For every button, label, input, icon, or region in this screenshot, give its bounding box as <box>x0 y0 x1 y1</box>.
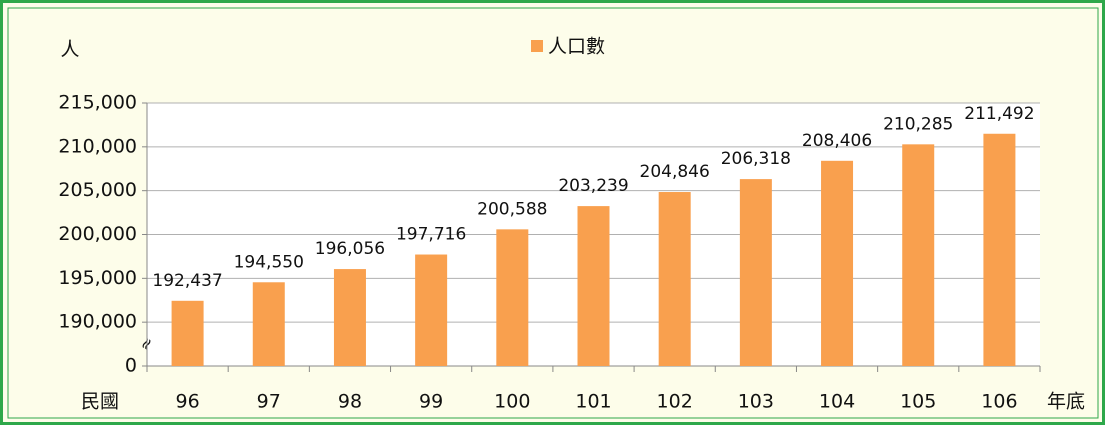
bar <box>902 144 935 366</box>
bar <box>496 229 529 366</box>
y-tick-label: 0 <box>125 355 137 377</box>
x-tick-label: 99 <box>419 391 443 413</box>
x-tick-label: 102 <box>657 391 693 413</box>
y-tick-label: 200,000 <box>58 223 137 245</box>
value-label: 197,716 <box>396 225 466 245</box>
x-tick-label: 103 <box>738 391 774 413</box>
y-tick-label: 205,000 <box>58 179 137 201</box>
value-label: 211,492 <box>964 104 1034 124</box>
value-label: 192,437 <box>152 271 222 291</box>
y-tick-label: 215,000 <box>58 92 137 114</box>
bar <box>577 206 610 366</box>
bar <box>983 133 1016 366</box>
value-label: 204,846 <box>640 162 710 182</box>
value-label: 196,056 <box>315 239 385 259</box>
value-label: 203,239 <box>558 176 628 196</box>
x-tick-label: 98 <box>338 391 362 413</box>
value-label: 194,550 <box>234 252 304 272</box>
bar <box>333 269 366 366</box>
y-axis-label: 人 <box>60 39 79 61</box>
value-label: 210,285 <box>883 114 953 134</box>
bar <box>171 300 204 366</box>
x-tick-label: 96 <box>175 391 199 413</box>
y-tick-label: 210,000 <box>58 135 137 157</box>
x-tick-label: 100 <box>494 391 530 413</box>
legend-label: 人口數 <box>548 36 605 58</box>
x-axis-label-right: 年底 <box>1047 391 1085 413</box>
y-tick-label: 190,000 <box>58 311 137 333</box>
y-tick-label: 195,000 <box>58 267 137 289</box>
bar <box>252 282 285 366</box>
bar <box>821 160 854 366</box>
x-tick-label: 101 <box>575 391 611 413</box>
x-tick-label: 104 <box>819 391 855 413</box>
x-tick-label: 105 <box>900 391 936 413</box>
legend-swatch <box>531 40 543 52</box>
value-label: 206,318 <box>721 149 791 169</box>
x-axis-label-left: 民國 <box>81 391 119 413</box>
inner-frame <box>7 7 1099 419</box>
value-label: 208,406 <box>802 131 872 151</box>
value-label: 200,588 <box>477 199 547 219</box>
bar <box>658 192 691 366</box>
x-tick-label: 97 <box>257 391 281 413</box>
x-tick-label: 106 <box>981 391 1017 413</box>
bar <box>415 254 448 366</box>
bar <box>739 179 772 366</box>
